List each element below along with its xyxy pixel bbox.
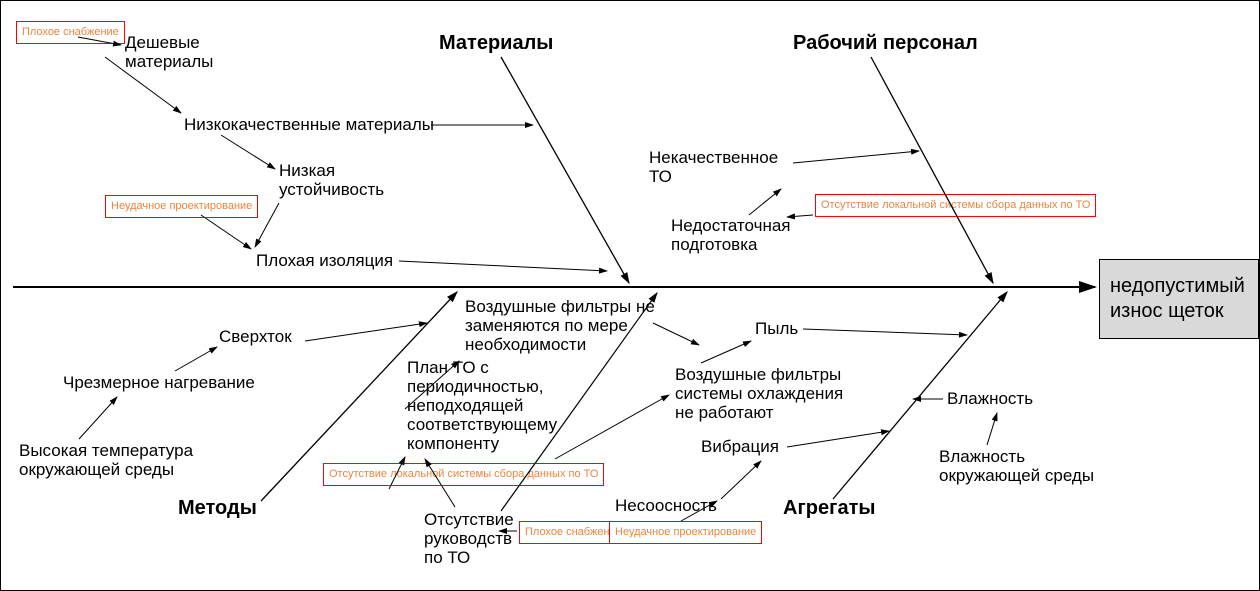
category-assemblies: Агрегаты (783, 497, 875, 519)
cause-vibration: Вибрация (701, 437, 779, 456)
category-personnel: Рабочий персонал (793, 32, 978, 54)
cause-bad-maintenance: Некачественное ТО (649, 148, 778, 186)
cause-low-resilience: Низкая устойчивость (279, 161, 384, 199)
category-methods: Методы (178, 497, 257, 519)
cause-cheap-materials: Дешевые материалы (125, 33, 213, 71)
cause-humidity: Влажность (947, 389, 1033, 408)
cause-cooling-filters-fail: Воздушные фильтры системы охлаждения не … (675, 365, 843, 422)
root-bad-design-bot: Неудачное проектирование (609, 521, 762, 544)
cause-bad-insulation: Плохая изоляция (256, 251, 393, 270)
cause-dust: Пыль (755, 319, 798, 338)
cause-filters-not-replaced: Воздушные фильтры не заменяются по мере … (465, 297, 655, 354)
root-bad-supply-top: Плохое снабжение (16, 21, 125, 44)
root-no-local-db-bot: Отсутствие локальной системы сбора данны… (323, 463, 604, 486)
cause-overcurrent: Сверхток (219, 327, 292, 346)
cause-low-quality-mat: Низкокачественные материалы (184, 115, 434, 134)
cause-maint-plan-bad: План ТО с периодичностью, неподходящей с… (407, 358, 557, 453)
cause-overheating: Чрезмерное нагревание (63, 373, 255, 392)
cause-high-ambient-temp: Высокая температура окружающей среды (19, 441, 193, 479)
cause-misalignment: Несоосность (615, 496, 717, 515)
fishbone-diagram: недопустимый износ щеток Материалы Рабоч… (0, 0, 1260, 591)
cause-insufficient-prep: Недостаточная подготовка (671, 216, 791, 254)
category-materials: Материалы (439, 32, 553, 54)
effect-box: недопустимый износ щеток (1099, 259, 1259, 339)
cause-ambient-humidity: Влажность окружающей среды (939, 447, 1094, 485)
cause-no-manuals: Отсутствие руководств по ТО (424, 510, 514, 567)
root-bad-design-mid: Неудачное проектирование (105, 195, 258, 218)
root-no-local-db-top: Отсутствие локальной системы сбора данны… (815, 194, 1096, 217)
